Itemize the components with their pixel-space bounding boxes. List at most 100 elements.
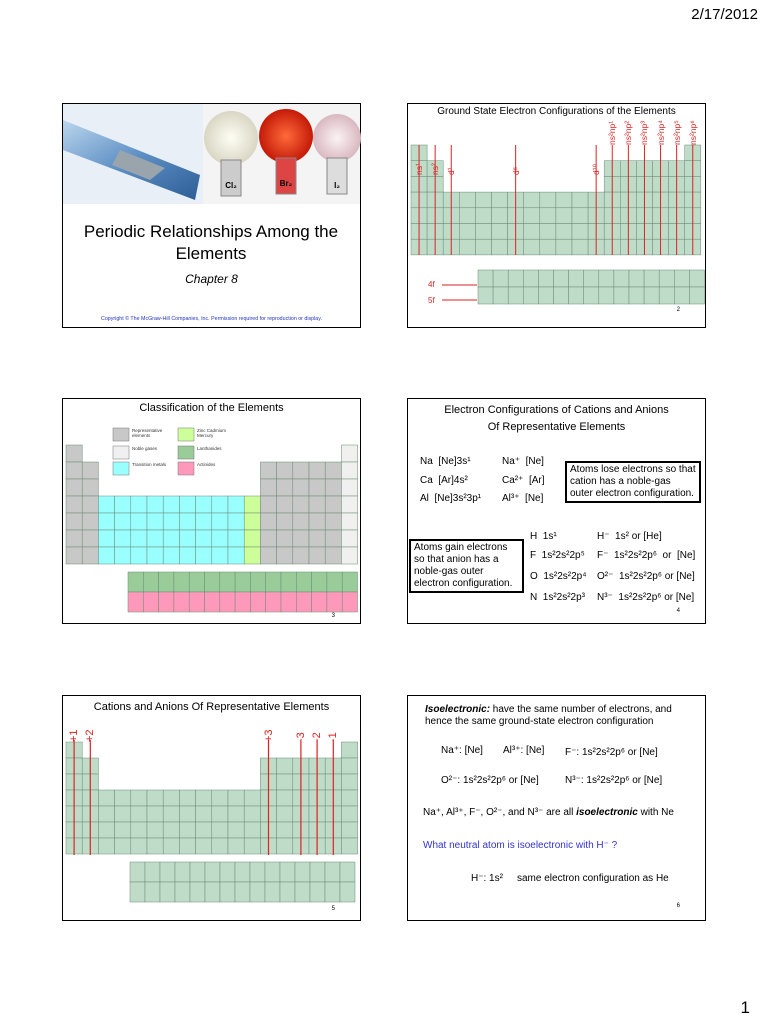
block-label: ns²np⁴ <box>655 120 666 145</box>
configuration: O²⁻ 1s²2s²2p⁶ or [Ne] <box>597 571 695 582</box>
flask-label: I₂ <box>334 181 340 190</box>
element-cell <box>523 238 541 256</box>
element-cell <box>628 286 645 305</box>
element-cell <box>146 512 164 531</box>
element-cell <box>308 512 326 531</box>
element-cell <box>523 286 539 305</box>
element-cell <box>308 529 326 548</box>
slide-number: 4 <box>676 608 680 614</box>
element-cell <box>227 546 245 565</box>
element-cell <box>598 269 615 288</box>
element-cell <box>674 269 690 288</box>
element-cell <box>195 805 213 823</box>
note-box: Atoms gain electrons so that anion has a… <box>409 539 524 593</box>
element-cell <box>162 495 180 514</box>
legend-swatch <box>112 445 130 460</box>
legend-label: Noble gases <box>132 446 158 451</box>
element-cell <box>65 495 83 514</box>
element-cell <box>276 495 294 514</box>
element-cell <box>260 546 277 565</box>
element-cell <box>130 546 148 565</box>
text: Na⁺, Al³⁺, F⁻, O²⁻, and N³⁻ are all <box>423 807 577 818</box>
element-cell <box>243 805 261 823</box>
element-cell <box>98 546 115 565</box>
element-cell <box>195 512 213 531</box>
element-cell <box>280 591 297 613</box>
legend-swatch <box>177 461 195 476</box>
configuration: F⁻ 1s²2s²2p⁶ or [Ne] <box>597 550 696 561</box>
element-cell <box>81 546 99 565</box>
example: O²⁻: 1s²2s²2p⁶ or [Ne] <box>441 775 539 786</box>
legend-label: Zinc Cadmium Mercury <box>197 428 227 438</box>
legend-label: Actinides <box>197 462 216 467</box>
element-cell <box>98 805 115 823</box>
element-cell <box>219 881 236 903</box>
element-cell <box>189 881 206 903</box>
configuration: H⁻ 1s² or [He] <box>597 531 662 542</box>
element-cell <box>324 461 342 480</box>
element-cell <box>179 512 196 531</box>
element-cell <box>341 741 358 759</box>
element-cell <box>114 837 132 855</box>
element-cell <box>324 881 341 903</box>
element-cell <box>129 861 146 883</box>
element-cell <box>492 269 509 288</box>
charge-label: +1 <box>68 729 81 742</box>
element-cell <box>308 495 326 514</box>
photo <box>63 104 361 204</box>
element-cell <box>65 529 83 548</box>
element-cell <box>249 881 266 903</box>
slide-title: Ground State Electron Configurations of … <box>437 106 676 117</box>
legend-swatch <box>177 427 195 442</box>
question: What neutral atom is isoelectronic with … <box>423 840 618 851</box>
element-cell <box>173 571 190 593</box>
element-cell <box>129 881 146 903</box>
element-cell <box>211 789 229 807</box>
element-cell <box>146 546 164 565</box>
element-cell <box>234 861 251 883</box>
example: Al³⁺: [Ne] <box>503 745 545 756</box>
element-cell <box>195 789 213 807</box>
element-cell <box>491 238 508 256</box>
element-cell <box>294 881 311 903</box>
element-cell <box>294 861 311 883</box>
element-cell <box>130 821 148 839</box>
element-cell <box>475 238 492 256</box>
element-cell <box>146 495 164 514</box>
element-cell <box>276 789 294 807</box>
element-cell <box>324 512 342 531</box>
element-cell <box>571 223 589 240</box>
element-cell <box>276 773 294 791</box>
element-cell <box>146 529 164 548</box>
f-label: 4f <box>428 280 435 289</box>
element-cell <box>219 591 236 613</box>
element-cell <box>539 191 557 209</box>
legend-label: Transition metals <box>132 462 167 467</box>
element-cell <box>127 571 144 593</box>
element-cell <box>211 837 229 855</box>
element-cell <box>81 529 99 548</box>
element-cell <box>81 461 99 480</box>
element-cell <box>98 789 115 807</box>
element-cell <box>341 571 358 593</box>
slide-title: Cations and Anions Of Representative Ele… <box>93 701 330 713</box>
element-cell <box>658 269 675 288</box>
element-cell <box>146 789 164 807</box>
element-cell <box>162 529 180 548</box>
element-cell <box>114 805 132 823</box>
element-cell <box>65 444 83 463</box>
block-label: ns¹ <box>414 163 425 175</box>
element-cell <box>204 571 221 593</box>
element-cell <box>689 269 705 288</box>
configuration: Na⁺ [Ne] <box>502 456 544 467</box>
element-cell <box>211 805 229 823</box>
element-cell <box>341 591 358 613</box>
element-cell <box>162 512 180 531</box>
example: N³⁻: 1s²2s²2p⁶ or [Ne] <box>565 775 663 786</box>
element-cell <box>98 529 115 548</box>
element-cell <box>188 591 205 613</box>
element-cell <box>260 529 277 548</box>
slide-title: Periodic Relationships Among the Element… <box>83 222 339 263</box>
element-cell <box>308 478 326 497</box>
element-cell <box>311 591 328 613</box>
